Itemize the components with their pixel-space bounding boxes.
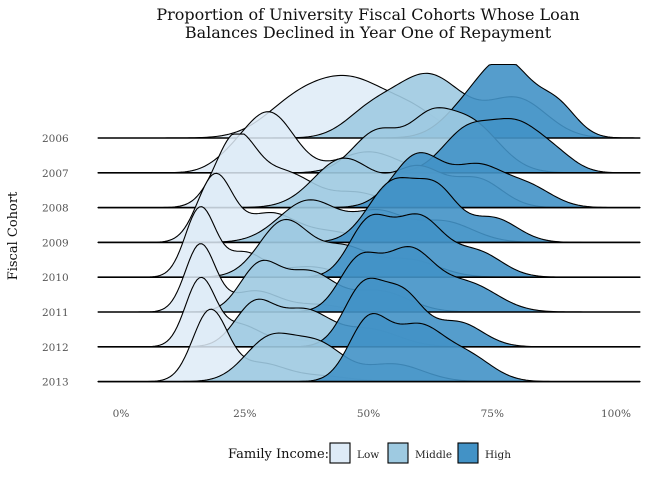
y-axis-label: Fiscal Cohort: [6, 191, 21, 280]
legend-label-high: High: [485, 449, 511, 461]
chart-title-line-2: Balances Declined in Year One of Repayme…: [185, 23, 552, 42]
legend-swatch-high: [457, 442, 479, 464]
y-tick-labels: 2006 2007 2008 2009 2010 2011 2012 2013: [42, 133, 69, 389]
legend: Family Income: Low Middle High: [228, 442, 511, 464]
x-tick-label: 25%: [233, 408, 256, 420]
y-tick-label: 2012: [42, 342, 69, 354]
y-tick-label: 2010: [42, 272, 69, 284]
x-tick-label: 50%: [357, 408, 380, 420]
legend-swatch-low: [329, 442, 351, 464]
y-tick-label: 2006: [42, 133, 69, 145]
x-tick-label: 100%: [601, 408, 631, 420]
ridge-2006: [97, 63, 641, 139]
legend-label-middle: Middle: [415, 449, 452, 461]
legend-label-low: Low: [357, 449, 379, 461]
y-tick-label: 2013: [42, 377, 69, 389]
chart-title-line-1: Proportion of University Fiscal Cohorts …: [156, 5, 579, 24]
ridges-group: [97, 63, 641, 383]
chart-title: Proportion of University Fiscal Cohorts …: [156, 5, 579, 42]
y-tick-label: 2008: [42, 203, 69, 215]
ridge-2013: [97, 308, 641, 383]
x-tick-label: 0%: [113, 408, 130, 420]
x-tick-label: 75%: [481, 408, 504, 420]
legend-swatch-middle: [387, 442, 409, 464]
y-tick-label: 2011: [42, 307, 69, 319]
y-tick-label: 2007: [42, 168, 69, 180]
y-tick-label: 2009: [42, 237, 69, 249]
legend-title: Family Income:: [228, 447, 329, 462]
x-tick-labels: 0% 25% 50% 75% 100%: [113, 408, 631, 420]
